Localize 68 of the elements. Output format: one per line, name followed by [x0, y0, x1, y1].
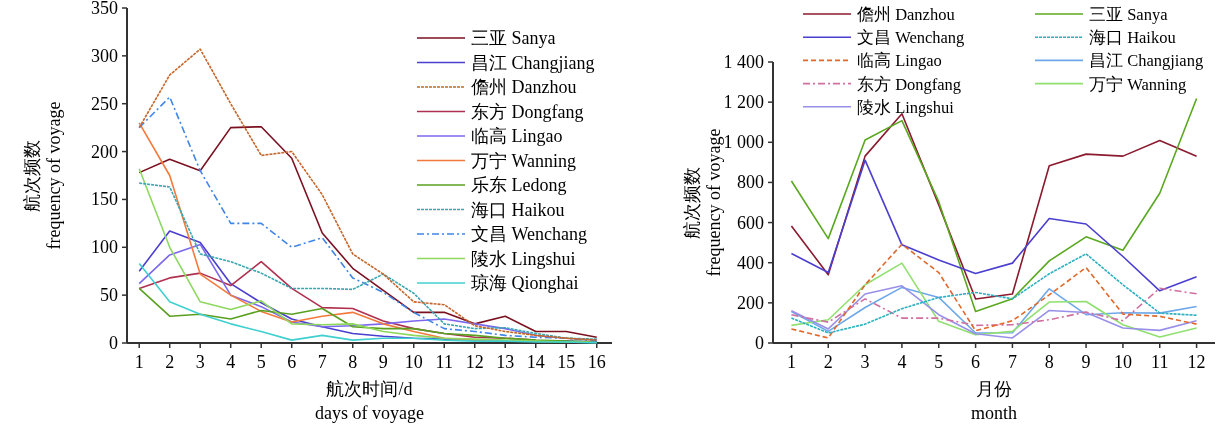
y-tick-label: 1 000 — [723, 132, 764, 153]
y-tick-label: 250 — [91, 93, 118, 114]
legend-label: 儋州 Danzhou — [471, 77, 577, 97]
y-tick-label: 1 200 — [723, 92, 764, 113]
x-tick-label: 2 — [823, 352, 833, 372]
legend-label: 文昌 Wenchang — [857, 28, 965, 48]
y-axis-title: 航次频数 frequency of voyage — [682, 128, 724, 277]
legend-label: 琼海 Qionghai — [471, 273, 579, 293]
x-tick-label: 1 — [786, 352, 796, 372]
legend-label: 三亚 Sanya — [471, 28, 556, 48]
legend-label: 海口 Haikou — [471, 199, 565, 220]
x-tick-label: 7 — [1007, 352, 1017, 372]
y-tick-label: 0 — [109, 333, 118, 353]
y-tick-label: 300 — [91, 45, 118, 66]
x-tick-label: 15 — [557, 352, 576, 372]
y-tick-label: 600 — [737, 212, 764, 233]
x-tick-label: 8 — [348, 352, 358, 372]
y-tick-label: 350 — [91, 0, 118, 18]
y-tick-label: 150 — [91, 189, 118, 210]
x-tick-label: 11 — [1151, 352, 1169, 372]
legend-label: 万宁 Wanning — [471, 150, 577, 171]
x-tick-label: 16 — [587, 352, 606, 372]
x-tick-label: 12 — [465, 352, 484, 372]
legend-label: 文昌 Wenchang — [471, 224, 588, 244]
legend-label: 乐东 Ledong — [471, 175, 567, 195]
x-tick-label: 13 — [496, 352, 515, 372]
legend-label: 儋州 Danzhou — [857, 5, 955, 24]
x-tick-label: 9 — [1081, 352, 1091, 372]
x-tick-label: 10 — [404, 352, 423, 372]
y-tick-label: 1 400 — [723, 52, 764, 72]
legend-label: 陵水 Lingshui — [471, 248, 576, 269]
x-tick-label: 6 — [287, 352, 297, 372]
x-tick-label: 5 — [256, 352, 266, 372]
y-tick-label: 200 — [91, 141, 118, 162]
x-tick-label: 14 — [526, 352, 545, 372]
x-tick-label: 10 — [1113, 352, 1132, 372]
legend-label: 万宁 Wanning — [1089, 74, 1187, 94]
legend-label: 陵水 Lingshui — [857, 97, 955, 117]
y-tick-label: 0 — [755, 333, 764, 353]
legend-label: 临高 Lingao — [857, 51, 942, 71]
x-tick-label: 7 — [317, 352, 327, 372]
x-tick-label: 11 — [435, 352, 453, 372]
y-tick-label: 200 — [737, 292, 764, 313]
legend-label: 三亚 Sanya — [1089, 5, 1169, 24]
x-tick-label: 2 — [165, 352, 175, 372]
y-tick-label: 50 — [100, 285, 118, 306]
y-axis-title: 航次频数 frequency of voyage — [22, 101, 64, 250]
x-tick-label: 3 — [860, 352, 870, 372]
x-tick-label: 9 — [378, 352, 388, 372]
x-tick-label: 12 — [1187, 352, 1206, 372]
legend-label: 东方 Dongfang — [471, 101, 584, 122]
x-tick-label: 5 — [934, 352, 944, 372]
legend-label: 海口 Haikou — [1089, 28, 1176, 48]
y-tick-label: 800 — [737, 172, 764, 193]
y-tick-label: 100 — [91, 237, 118, 258]
x-tick-label: 1 — [134, 352, 144, 372]
x-axis-title: 月份 month — [970, 379, 1018, 423]
legend-label: 昌江 Changjiang — [471, 52, 595, 73]
legend-label: 昌江 Changjiang — [1089, 51, 1204, 71]
y-tick-label: 400 — [737, 252, 764, 273]
x-tick-label: 6 — [971, 352, 981, 372]
legend-label: 东方 Dongfang — [857, 74, 962, 94]
x-tick-label: 4 — [897, 352, 907, 372]
x-tick-label: 8 — [1044, 352, 1054, 372]
x-tick-label: 4 — [226, 352, 236, 372]
legend-label: 临高 Lingao — [471, 126, 563, 146]
x-tick-label: 3 — [195, 352, 205, 372]
x-axis-title: 航次时间/d days of voyage — [315, 379, 424, 423]
